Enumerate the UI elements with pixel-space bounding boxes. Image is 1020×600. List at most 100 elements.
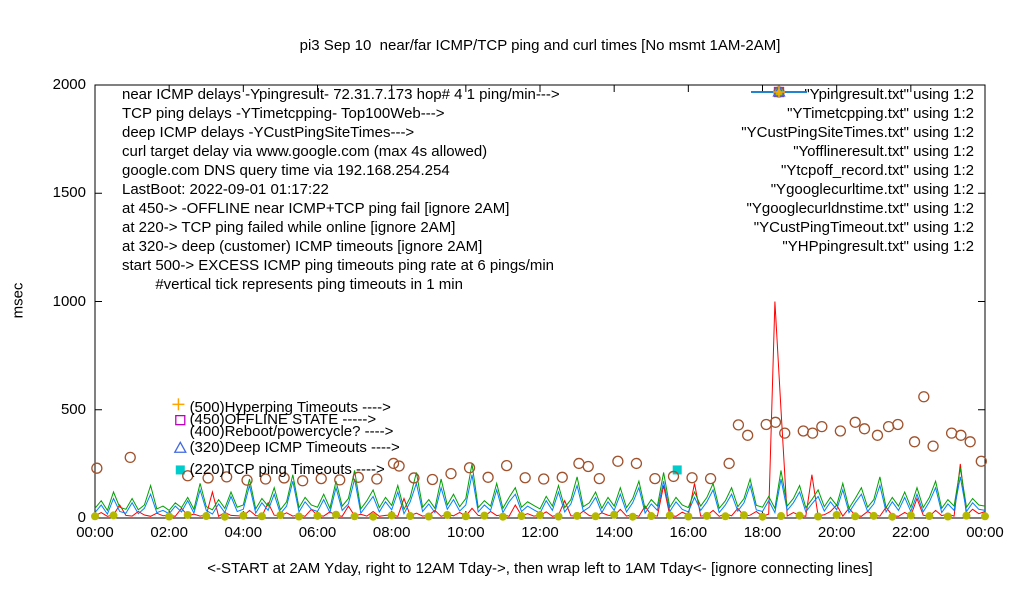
legend-item-Yofflineresult: "Yofflineresult.txt" using 1:2 [741, 86, 974, 161]
y-tick-label: 2000 [52, 76, 86, 93]
circle-open-marker [182, 470, 194, 482]
series-YHPpingresult [172, 398, 185, 411]
legend-label: "Ypingresult.txt" using 1:2 [804, 86, 974, 103]
circle-filled-marker [165, 512, 174, 521]
triangle-open-marker [173, 440, 187, 453]
legend-label: "YCustPingSiteTimes.txt" using 1:2 [741, 124, 974, 141]
legend-item-Ygooglecurltime: "Ygooglecurltime.txt" using 1:2 [741, 86, 974, 199]
plot-annotation-line: TCP ping delays -YTimetcpping- Top100Web… [122, 105, 445, 122]
circle-open-marker [500, 459, 513, 472]
circle-open-marker [463, 462, 476, 474]
x-tick-label: 10:00 [447, 524, 485, 541]
circle-filled-marker [739, 511, 748, 520]
plot-annotation-line: at 220-> TCP ping failed while online [i… [122, 219, 456, 236]
legend-item-YHPpingresult: "YHPpingresult.txt" using 1:2 [741, 86, 974, 256]
legend-item-YCustPingSiteTimes: "YCustPingSiteTimes.txt" using 1:2 [741, 91, 974, 142]
circle-filled-marker [777, 512, 786, 521]
circle-filled-marker [517, 512, 526, 521]
circle-open-marker [927, 440, 939, 452]
circle-open-marker [408, 472, 420, 484]
legend-label: "Ygooglecurldnstime.txt" using 1:2 [746, 200, 974, 217]
series-line-YTimetcpping [94, 463, 986, 512]
square-filled-marker [175, 465, 185, 475]
circle-open-marker [667, 470, 680, 483]
circle-open-marker [686, 472, 698, 484]
circle-open-marker [220, 471, 233, 483]
circle-open-marker [371, 473, 383, 485]
series-Yofflineresult [175, 414, 186, 426]
circle-open-marker [519, 472, 531, 484]
legend-item-Ytcpoff_record: "Ytcpoff_record.txt" using 1:2 [741, 87, 974, 180]
legend-item-YCustPingTimeout: "YCustPingTimeout.txt" using 1:2 [741, 85, 974, 237]
legend-label: "Ygooglecurltime.txt" using 1:2 [770, 181, 974, 198]
plot-annotation-line: curl target delay via www.google.com (ma… [122, 143, 488, 160]
circle-filled-marker [832, 510, 841, 519]
circle-filled-marker [647, 512, 656, 521]
circle-filled-marker [981, 512, 989, 521]
circle-open-marker [908, 436, 921, 448]
circle-filled-marker [962, 511, 971, 520]
circle-open-marker [955, 429, 967, 441]
series-Ytcpoff_record [175, 465, 682, 475]
circle-filled-marker [536, 511, 544, 520]
legend-label: "Ytcpoff_record.txt" using 1:2 [781, 162, 974, 179]
legend-label: "YCustPingTimeout.txt" using 1:2 [753, 219, 974, 236]
circle-filled-marker [91, 512, 99, 521]
circle-open-marker [816, 420, 828, 433]
x-tick-label: 00:00 [966, 524, 1004, 541]
callout-label: (500)Hyperping Timeouts ----> [189, 398, 391, 416]
x-tick-label: 16:00 [669, 524, 708, 541]
circle-open-marker [945, 427, 958, 439]
circle-filled-marker [869, 511, 878, 520]
circle-open-marker [834, 425, 847, 437]
circle-open-marker [858, 423, 871, 435]
circle-filled-marker [943, 512, 952, 521]
x-tick-label: 00:00 [76, 524, 114, 541]
circle-open-marker [445, 467, 457, 480]
circle-filled-marker [628, 512, 637, 521]
circle-open-marker [259, 473, 272, 485]
series-YTimetcpping [94, 463, 986, 512]
x-tick-label: 06:00 [298, 524, 337, 541]
circle-open-marker [573, 457, 585, 470]
circle-open-marker [806, 427, 819, 439]
circle-open-marker [297, 475, 309, 487]
circle-filled-marker [294, 512, 303, 521]
x-tick-label: 12:00 [521, 524, 559, 541]
legend-label: "YTimetcpping.txt" using 1:2 [787, 105, 974, 122]
circle-open-marker [742, 429, 754, 441]
circle-open-marker [202, 472, 214, 484]
circle-filled-marker [443, 510, 452, 519]
circle-filled-marker [350, 512, 359, 521]
circle-filled-marker [109, 511, 118, 520]
circle-open-marker [393, 460, 405, 472]
plot-annotation-line: start 500-> EXCESS ICMP ping timeouts pi… [122, 257, 555, 274]
circle-open-marker [649, 472, 661, 485]
plot-annotation-line: google.com DNS query time via 192.168.25… [122, 162, 450, 179]
circle-filled-marker [573, 511, 582, 520]
plot-annotation-line: near ICMP delays -Ypingresult- 72.31.7.1… [122, 86, 560, 103]
circle-filled-marker [906, 511, 915, 520]
legend-label: "Yofflineresult.txt" using 1:2 [793, 143, 974, 160]
plot-annotation-block: near ICMP delays -Ypingresult- 72.31.7.1… [122, 85, 560, 294]
circle-open-marker [582, 460, 594, 473]
circle-filled-marker [684, 512, 693, 521]
circle-open-marker [387, 457, 400, 470]
circle-filled-marker [424, 512, 433, 521]
x-axis-label: <-START at 2AM Yday, right to 12AM Tday-… [207, 560, 873, 577]
x-tick-label: 20:00 [817, 524, 856, 541]
circle-open-marker [538, 473, 550, 485]
circle-open-marker [760, 418, 772, 431]
legend-item-YTimetcpping: "YTimetcpping.txt" using 1:2 [741, 91, 974, 123]
circle-open-marker [975, 455, 987, 467]
circle-open-marker [556, 471, 568, 483]
circle-filled-marker [369, 512, 378, 521]
circle-filled-marker [480, 511, 489, 520]
circle-filled-marker [795, 511, 804, 520]
y-tick-label: 1000 [52, 292, 86, 310]
circle-filled-marker [498, 512, 507, 521]
circle-filled-marker [220, 512, 229, 521]
callout-label: (400)Reboot/powercycle? ----> [189, 423, 394, 441]
circle-filled-marker [313, 511, 322, 520]
